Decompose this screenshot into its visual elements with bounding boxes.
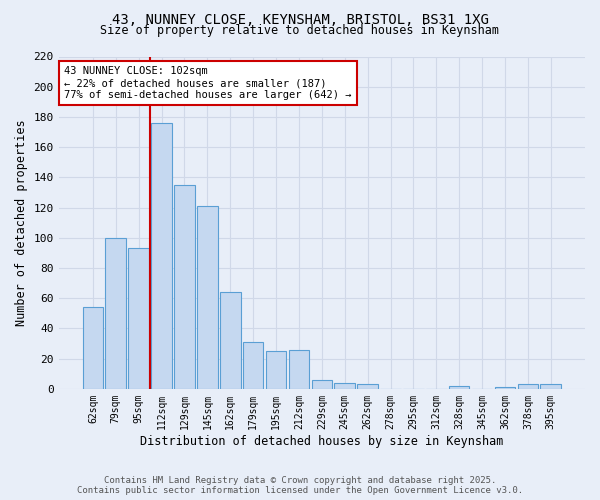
Bar [151, 123, 172, 389]
X-axis label: Distribution of detached houses by size in Keynsham: Distribution of detached houses by size … [140, 434, 503, 448]
Bar [311, 380, 332, 389]
Bar [106, 238, 126, 389]
Bar [220, 292, 241, 389]
Bar [334, 383, 355, 389]
Text: 43 NUNNEY CLOSE: 102sqm
← 22% of detached houses are smaller (187)
77% of semi-d: 43 NUNNEY CLOSE: 102sqm ← 22% of detache… [64, 66, 352, 100]
Bar [174, 185, 195, 389]
Bar [518, 384, 538, 389]
Text: Size of property relative to detached houses in Keynsham: Size of property relative to detached ho… [101, 24, 499, 37]
Text: 43, NUNNEY CLOSE, KEYNSHAM, BRISTOL, BS31 1XG: 43, NUNNEY CLOSE, KEYNSHAM, BRISTOL, BS3… [112, 12, 488, 26]
Text: Contains HM Land Registry data © Crown copyright and database right 2025.
Contai: Contains HM Land Registry data © Crown c… [77, 476, 523, 495]
Bar [494, 388, 515, 389]
Bar [128, 248, 149, 389]
Bar [449, 386, 469, 389]
Bar [358, 384, 378, 389]
Bar [266, 351, 286, 389]
Y-axis label: Number of detached properties: Number of detached properties [15, 120, 28, 326]
Bar [289, 350, 309, 389]
Bar [197, 206, 218, 389]
Bar [541, 384, 561, 389]
Bar [83, 308, 103, 389]
Bar [243, 342, 263, 389]
